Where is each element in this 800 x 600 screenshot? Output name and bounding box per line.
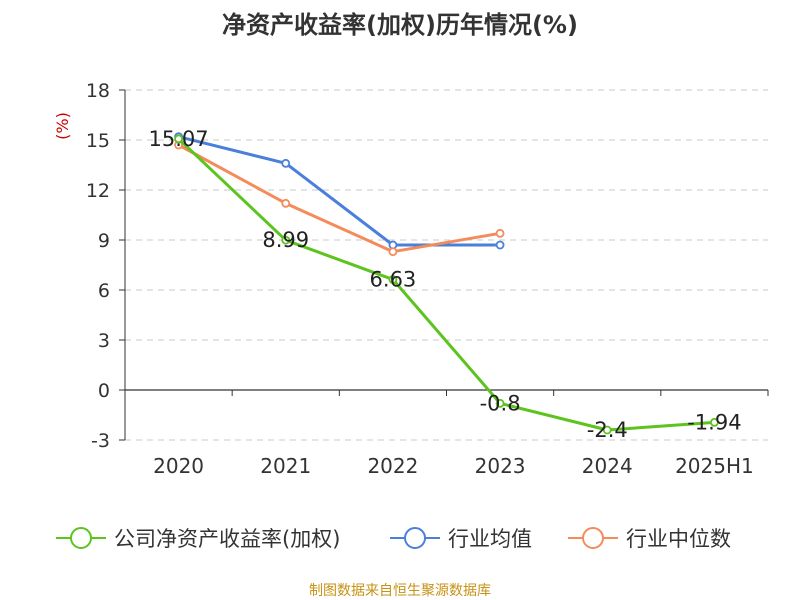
data-label: 15.07 [149, 127, 209, 151]
data-label: 6.63 [370, 268, 417, 292]
y-tick-label: 18 [86, 80, 110, 102]
data-point [602, 425, 612, 435]
y-tick-label: 6 [98, 280, 110, 302]
data-label: 8.99 [262, 228, 309, 252]
data-label: -1.94 [687, 410, 741, 434]
x-tick-label: 2022 [367, 454, 418, 478]
x-tick-label: 2023 [475, 454, 526, 478]
data-label: -0.8 [480, 391, 521, 415]
y-tick-label: -3 [91, 430, 110, 452]
grid-layer [125, 89, 768, 441]
chart-title: 净资产收益率(加权)历年情况(%) [222, 11, 578, 39]
y-tick-label: 0 [98, 380, 110, 402]
data-point [495, 398, 505, 408]
data-point [281, 158, 291, 168]
legend-item[interactable]: 公司净资产收益率(加权) [56, 527, 340, 551]
data-point [495, 228, 505, 238]
y-tick-label: 3 [98, 330, 110, 352]
data-point [281, 198, 291, 208]
data-point [388, 247, 398, 257]
legend-swatch-marker [582, 527, 604, 549]
legend-swatch-marker [404, 527, 426, 549]
data-label-layer: 15.07 8.99 6.63 -0.8 -2.4 -1.94 [149, 127, 742, 442]
legend-label: 行业中位数 [626, 527, 731, 551]
y-axis-label: (%) [53, 112, 72, 140]
series-line [178, 135, 501, 247]
x-tick-label: 2024 [582, 454, 633, 478]
legend-swatch-marker [70, 527, 92, 549]
data-point [495, 240, 505, 250]
source-note: 制图数据来自恒生聚源数据库 [309, 583, 491, 599]
x-tick-label: 2021 [260, 454, 311, 478]
data-point [174, 134, 183, 144]
x-tick-label: 2020 [153, 454, 204, 478]
series-line [177, 137, 715, 432]
y-tick-label: 9 [98, 230, 110, 252]
data-point [281, 235, 291, 245]
y-tick-label: 12 [86, 180, 110, 202]
legend-item[interactable]: 行业均值 [390, 527, 532, 551]
data-label: -2.4 [587, 418, 628, 442]
data-point [388, 275, 398, 284]
y-tick-label: 15 [86, 130, 110, 152]
axis-layer: -3 0 3 6 9 12 15 18 2020 2021 2022 2023 2024 2025H1 [86, 80, 769, 478]
series-line [177, 143, 501, 254]
series-layer [174, 132, 719, 435]
x-tick-label: 2025H1 [675, 454, 754, 478]
data-point [710, 417, 719, 427]
legend: 公司净资产收益率(加权) 行业均值 行业中位数 [56, 527, 731, 551]
legend-label: 行业均值 [448, 527, 532, 551]
legend-item[interactable]: 行业中位数 [568, 527, 731, 551]
legend-label: 公司净资产收益率(加权) [114, 527, 340, 551]
